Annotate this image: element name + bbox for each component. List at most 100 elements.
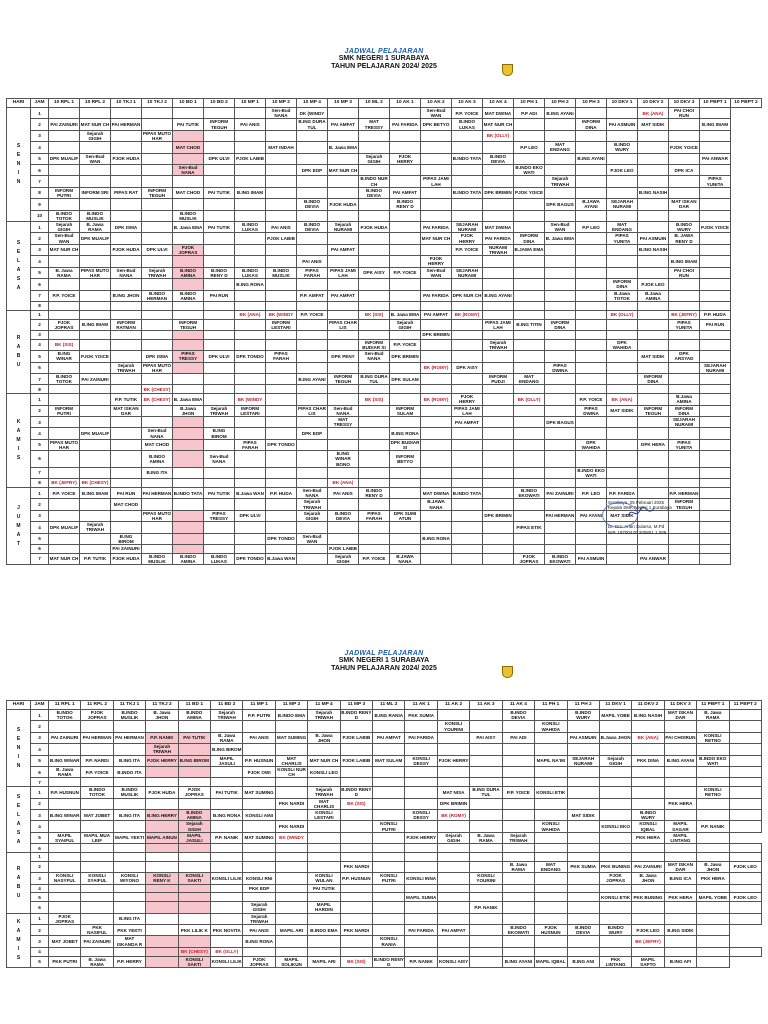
schedule-cell <box>372 777 406 788</box>
schedule-cell <box>141 318 173 331</box>
schedule-cell <box>274 743 309 756</box>
schedule-cell <box>141 152 173 166</box>
column-header: 10 BD 2 <box>203 98 235 108</box>
schedule-cell <box>404 743 438 756</box>
schedule-cell <box>482 438 514 452</box>
schedule-cell <box>451 278 483 291</box>
schedule-cell <box>606 427 638 440</box>
schedule-cell: PAI FARIDA <box>389 118 421 131</box>
schedule-cell: PKK YEKTI <box>112 924 147 937</box>
schedule-cell <box>728 777 763 788</box>
column-header: 11 BD 1 <box>177 700 212 710</box>
schedule-cell: MAT ISKAN DAR <box>663 860 698 874</box>
period-number: 3 <box>30 872 49 885</box>
schedule-cell <box>296 209 328 223</box>
schedule-cell: Sejarah TRIWAH <box>79 521 111 534</box>
column-header: 10 AK 2 <box>420 98 452 108</box>
schedule-cell <box>696 766 730 779</box>
schedule-cell <box>265 300 297 311</box>
schedule-cell <box>575 361 607 374</box>
schedule-cell <box>668 427 700 440</box>
schedule-cell: B.INDO RENY D <box>339 708 374 722</box>
schedule-cell <box>210 883 244 894</box>
table-row: 2 Sen-Bud WAN DPK MUALIF PJOK LABIB MAT NUR … <box>7 232 762 245</box>
schedule-cell <box>145 766 179 779</box>
schedule-cell: DPK NUR CH <box>451 289 483 302</box>
schedule-cell <box>110 329 142 340</box>
schedule-cell <box>210 777 244 788</box>
schedule-cell: INFORM DINA <box>668 404 700 417</box>
schedule-cell <box>242 892 276 903</box>
schedule-cell <box>420 209 452 223</box>
schedule-cell: BK (CHESY) <box>79 478 111 488</box>
schedule-cell <box>79 175 111 188</box>
schedule-cell <box>575 384 607 395</box>
schedule-cell <box>637 152 669 166</box>
schedule-cell: KONSLI RETNO <box>696 786 730 799</box>
schedule-cell <box>141 118 173 131</box>
schedule-cell: MAPIL NA'IM <box>534 754 568 768</box>
schedule-cell <box>234 498 266 511</box>
schedule-cell: KONSLI EKO <box>598 820 633 833</box>
schedule-cell <box>699 329 731 340</box>
schedule-cell <box>112 797 147 811</box>
schedule-cell <box>274 946 309 957</box>
schedule-cell: PJOK JOPRAS <box>172 243 204 257</box>
day-letter: A <box>16 266 21 273</box>
column-header: 11 MP 2 <box>274 700 309 710</box>
schedule-cell <box>575 338 607 352</box>
day-letter: E <box>16 802 21 809</box>
schedule-cell: BK (OLLY) <box>606 309 638 320</box>
schedule-cell: B. Jawa RAMA <box>47 766 82 779</box>
schedule-cell <box>544 404 576 417</box>
schedule-cell <box>327 521 359 534</box>
schedule-cell <box>79 329 111 340</box>
table-row: 6 Sen-Bud NANA DPK EDP MAT NUR CH B.INDO EKO… <box>7 164 762 177</box>
schedule-cell <box>501 766 536 779</box>
schedule-cell <box>699 466 731 480</box>
schedule-cell <box>339 892 374 903</box>
day-letter: E <box>16 735 21 742</box>
schedule-cell: B.ING SIDIK <box>663 924 698 937</box>
schedule-cell: B.ING RONA <box>242 935 276 948</box>
schedule-cell <box>728 883 763 894</box>
schedule-cell <box>637 384 669 395</box>
schedule-cell <box>307 852 341 862</box>
schedule-cell: B. Jawa EMA <box>544 232 576 245</box>
table-row: 5 DPK MUALIF Sen-Bud WAN PJOK HUDA DPK ULVI P… <box>7 152 762 166</box>
table-row: 6 Sejarah TRIWAH PIPAS MUTO HAR BK (ROMY) DP… <box>7 361 762 374</box>
schedule-cell <box>469 883 503 894</box>
table-row: 7 B.INDO NUR CH PIPAS JAMI LAH Sejarah TRIW… <box>7 175 762 188</box>
schedule-cell <box>451 129 483 143</box>
schedule-cell <box>699 198 731 211</box>
schedule-cell <box>210 720 244 733</box>
table-row: 3 MAT JOBET PAI ZAINURI MAT ISKANDA R B.ING … <box>7 935 762 948</box>
schedule-cell <box>501 946 536 957</box>
schedule-cell: INFORM RATMAN <box>110 318 142 331</box>
schedule-cell <box>544 243 576 257</box>
period-number: 5 <box>30 438 49 452</box>
schedule-cell: INFORM DINA <box>637 372 669 386</box>
schedule-cell <box>265 415 297 429</box>
schedule-cell: B.ING WINAR <box>47 754 82 768</box>
schedule-cell <box>699 300 731 311</box>
schedule-cell: KONSLI PUTRI <box>372 820 406 833</box>
schedule-cell: B. JAWA RENY D <box>668 232 700 245</box>
period-number: 6 <box>30 766 49 779</box>
schedule-cell <box>606 152 638 166</box>
schedule-cell <box>451 198 483 211</box>
day-letter: M <box>16 936 21 943</box>
schedule-cell <box>389 532 421 546</box>
schedule-cell: Sejarah NURAMI <box>327 221 359 234</box>
schedule-cell <box>110 372 142 386</box>
schedule-cell <box>234 427 266 440</box>
schedule-cell <box>575 300 607 311</box>
schedule-cell <box>534 892 568 903</box>
schedule-cell <box>637 164 669 177</box>
schedule-cell <box>389 486 421 500</box>
schedule-cell: PIPAS DWINA <box>575 404 607 417</box>
schedule-cell: Sen-Bud WAN <box>420 106 452 120</box>
schedule-cell <box>242 860 276 874</box>
